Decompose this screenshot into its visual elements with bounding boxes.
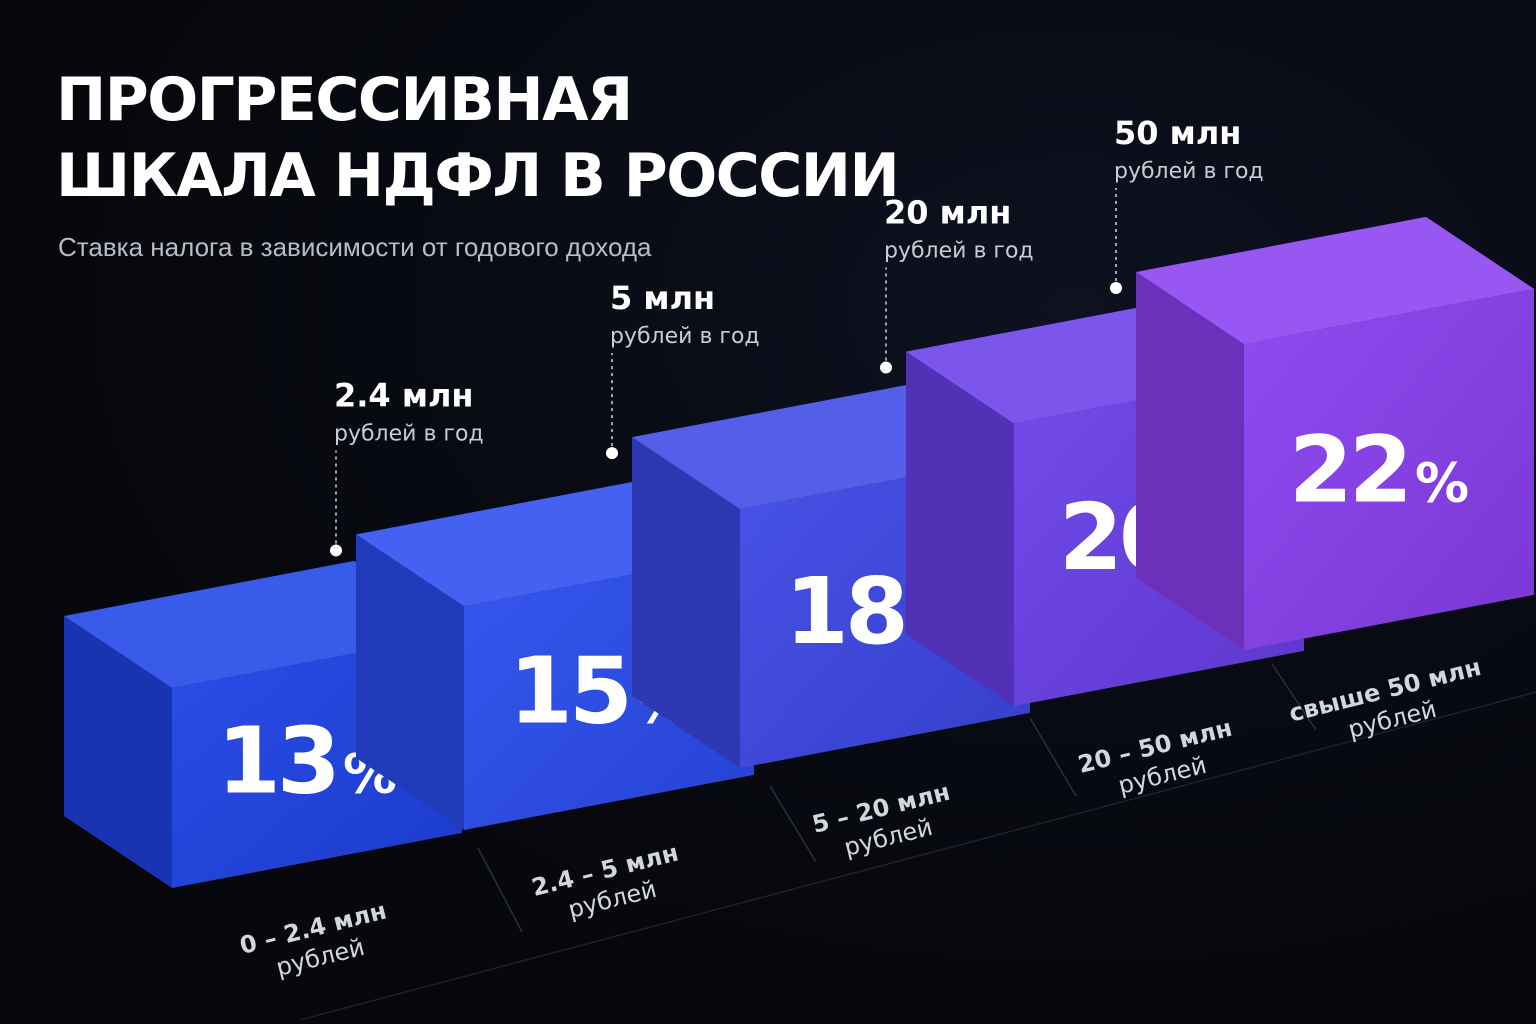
bar-5-side — [1136, 272, 1244, 650]
bar-4-side — [906, 351, 1014, 706]
category-label-4: 20 – 50 млнрублей — [1075, 714, 1242, 808]
bar-2-side — [356, 534, 464, 830]
threshold-value-4: 50 млн — [1114, 114, 1241, 152]
threshold-unit-1: рублей в год — [334, 421, 484, 446]
bar-1-value-label: 13% — [217, 707, 396, 814]
threshold-value-3: 20 млн — [884, 194, 1011, 232]
floor-edge — [299, 691, 1536, 1021]
page-title: ПРОГРЕССИВНАЯ ШКАЛА НДФЛ В РОССИИ — [56, 62, 900, 214]
threshold-value-1: 2.4 млн — [334, 376, 474, 414]
threshold-unit-3: рублей в год — [884, 239, 1034, 264]
bar-5-value-label: 22% — [1289, 416, 1468, 523]
floor — [299, 663, 1536, 1021]
threshold-value-2: 5 млн — [610, 279, 715, 317]
threshold-dot-3 — [880, 361, 892, 374]
bar-2-value-label: 15% — [509, 638, 688, 745]
title-line-2: ШКАЛА НДФЛ В РОССИИ — [56, 141, 900, 211]
threshold-unit-4: рублей в год — [1114, 159, 1264, 184]
bar-5: 22% — [1136, 216, 1534, 650]
title-line-1: ПРОГРЕССИВНАЯ — [56, 65, 633, 135]
bar-3-side — [632, 437, 740, 768]
annotations: 2.4 млн рублей в год 5 млн рублей в год 20 м… — [330, 114, 1264, 557]
page-subtitle: Ставка налога в зависимости от годового … — [58, 232, 652, 262]
threshold-dot-2 — [606, 447, 618, 460]
bars: 13% 0 – 2.4 млнрублей 15% 2.4 – 5 млнрублей… — [64, 216, 1534, 990]
floor-divider-3 — [1029, 717, 1077, 797]
bar-5-top — [1136, 216, 1534, 344]
floor-divider-2 — [769, 785, 817, 863]
floor-divider-1 — [477, 847, 523, 933]
category-label-2: 2.4 – 5 млнрублей — [529, 839, 689, 932]
floor-divider-4 — [1271, 663, 1317, 731]
threshold-unit-2: рублей в год — [610, 324, 760, 349]
threshold-dot-4 — [1110, 282, 1122, 294]
category-label-3: 5 – 20 млнрублей — [809, 778, 960, 868]
category-label-5: свыше 50 млнрублей — [1286, 653, 1491, 757]
bar-5-front — [1244, 288, 1534, 650]
threshold-dot-1 — [330, 544, 342, 557]
category-label-1: 0 – 2.4 млнрублей — [237, 897, 397, 990]
bar-1-side — [64, 616, 172, 888]
